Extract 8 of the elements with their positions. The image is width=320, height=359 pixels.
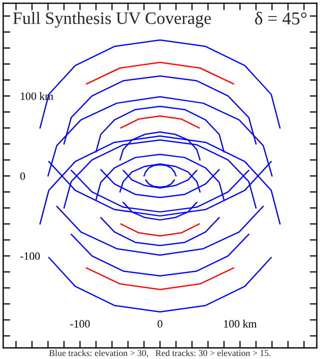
x-tick-label: 100 km <box>224 320 257 328</box>
y-tick-label: 0 <box>20 172 25 180</box>
x-tick-label: 0 <box>158 320 162 328</box>
text: Blue tracks: elevation > 30, Red tracks: 30 > elevation > 15. <box>49 350 270 358</box>
annotation: δ = 45° <box>255 12 307 25</box>
x-tick-label: -100 <box>70 320 90 328</box>
chart-title: Full Synthesis UV Coverage <box>13 12 211 28</box>
y-tick-label: -100 <box>20 252 40 260</box>
